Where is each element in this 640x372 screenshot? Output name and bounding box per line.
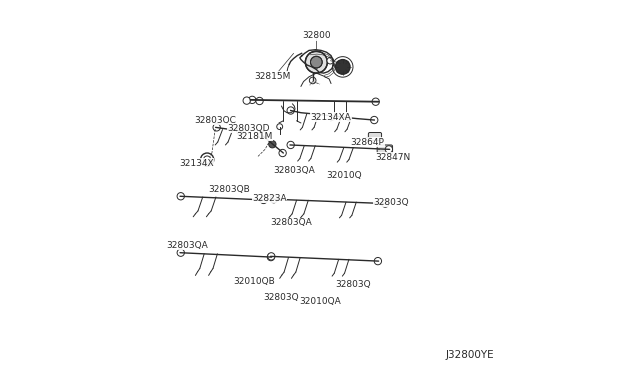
Circle shape [287,141,294,149]
Text: 32010Q: 32010Q [326,171,362,180]
Circle shape [335,60,350,74]
Circle shape [374,257,381,265]
Text: 32847N: 32847N [376,153,411,162]
Text: 32803QA: 32803QA [270,218,312,227]
Text: 32181M: 32181M [236,132,272,141]
Circle shape [372,98,380,105]
Text: 32803QA: 32803QA [273,166,316,175]
Text: J32800YE: J32800YE [445,350,494,360]
Text: 32803Q: 32803Q [264,293,300,302]
Circle shape [213,124,220,131]
Circle shape [177,249,184,256]
Circle shape [177,193,184,200]
Text: 32815M: 32815M [254,71,291,81]
Circle shape [269,141,276,148]
Circle shape [327,57,333,64]
Circle shape [236,127,244,135]
Circle shape [381,200,389,207]
Text: 32803QC: 32803QC [195,116,237,125]
Circle shape [259,131,266,138]
Text: 32803Q: 32803Q [374,198,409,207]
Circle shape [279,149,286,157]
Text: 32134XA: 32134XA [310,113,351,122]
Text: 32823A: 32823A [252,194,287,203]
Circle shape [310,56,322,68]
Text: 32803QA: 32803QA [166,241,208,250]
FancyBboxPatch shape [377,145,392,154]
Circle shape [385,146,392,153]
Text: 32010QB: 32010QB [233,277,275,286]
Circle shape [305,51,327,73]
Circle shape [268,253,275,260]
Circle shape [243,97,250,104]
Circle shape [270,196,278,203]
Circle shape [309,77,316,84]
Text: 32803Q: 32803Q [335,280,371,289]
Circle shape [287,107,294,114]
Circle shape [256,97,263,105]
Text: 32803QB: 32803QB [208,185,250,194]
Circle shape [268,253,275,261]
Text: 32803QD: 32803QD [227,124,270,132]
FancyBboxPatch shape [369,132,381,141]
Text: 32010QA: 32010QA [299,297,341,306]
Text: 32800: 32800 [302,31,331,40]
Text: 32864P: 32864P [351,138,385,147]
Circle shape [371,116,378,124]
Circle shape [276,124,283,129]
Text: 32134X: 32134X [179,159,214,168]
Circle shape [260,196,268,203]
Circle shape [248,96,256,103]
